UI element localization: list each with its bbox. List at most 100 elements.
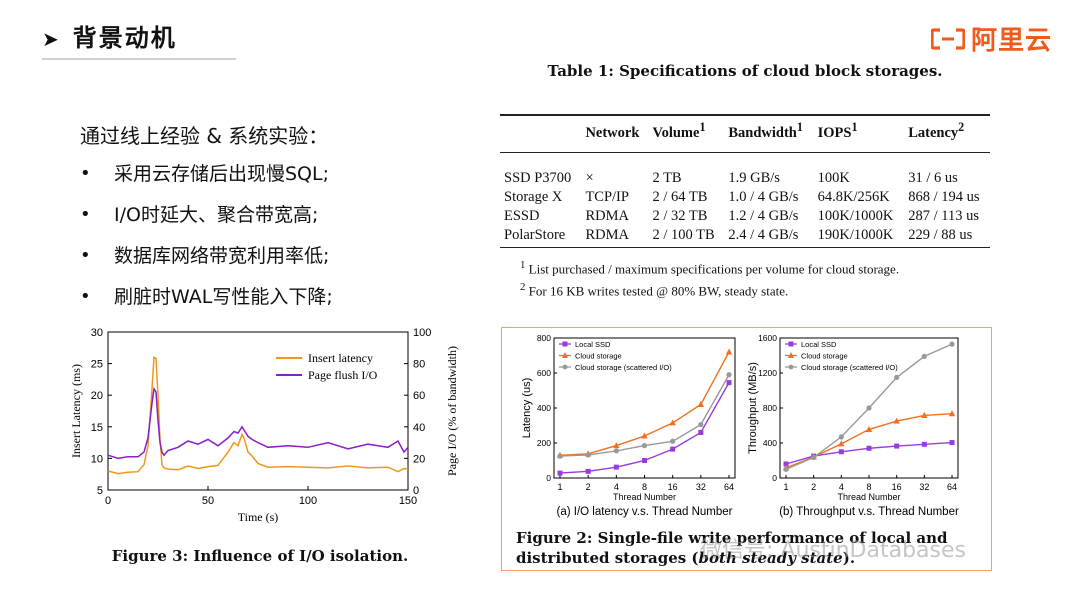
legend-label: Cloud storage: [575, 352, 622, 361]
figure3-caption: Figure 3: Influence of I/O isolation.: [111, 547, 409, 565]
y-tick-label: 5: [97, 485, 103, 497]
data-point: [698, 422, 704, 428]
y-axis-label: Insert Latency (ms): [69, 364, 83, 458]
x-axis-label: Thread Number: [613, 492, 676, 502]
table-row: Storage X TCP/IP 2 / 64 TB 1.0 / 4 GB/s …: [500, 188, 990, 207]
data-point: [585, 452, 591, 458]
y-tick-label: 1200: [758, 368, 777, 378]
intro-text: 通过线上经验 & 系统实验：: [80, 124, 329, 148]
plot-frame: [107, 331, 409, 491]
table-cell: PolarStore: [504, 226, 566, 243]
data-point: [669, 419, 676, 426]
data-point: [949, 341, 955, 347]
table-cell: 1.9 GB/s: [728, 169, 780, 186]
watermark-text: 微信号: AustinDatabases: [700, 538, 966, 563]
footnote: 1 List purchased / maximum specification…: [520, 259, 900, 277]
table-row: SSD P3700 × 2 TB 1.9 GB/s 100K 31 / 6 us: [500, 156, 990, 188]
table-cell: Storage X: [504, 188, 563, 205]
figure2-box: [501, 327, 992, 571]
logo-text: 阿里云: [970, 26, 1052, 56]
data-point: [698, 430, 704, 435]
data-point: [670, 438, 676, 444]
legend-marker: [788, 364, 794, 370]
y-tick-label: 1600: [758, 333, 777, 343]
data-point: [641, 432, 648, 439]
table-cell: 64.8K/256K: [817, 188, 890, 205]
y-tick-label: 200: [537, 438, 551, 448]
bullet-item: 刷脏时WAL写性能入下降;: [80, 283, 333, 324]
footnote: 2 For 16 KB writes tested @ 80% BW, stea…: [520, 281, 789, 299]
x-tick-label: 2: [811, 482, 816, 492]
data-point: [726, 380, 732, 386]
data-point: [613, 448, 619, 454]
legend-marker: [788, 352, 794, 358]
figure2b-chart: 1 2 4 8 16 32 64 0 400 800 1200 1600 Thread Number Th…: [747, 333, 959, 518]
figure2-caption: Figure 2: Single-file write performance …: [516, 529, 948, 567]
x-tick-label: 16: [668, 482, 678, 492]
table-row: ESSD RDMA 2 / 32 TB 1.2 / 4 GB/s 100K/10…: [500, 207, 990, 226]
data-point: [949, 440, 955, 446]
table-bottom-rule: [500, 247, 990, 248]
bullet-item: 采用云存储后出现慢SQL;: [80, 160, 333, 201]
y-tick-label: 800: [537, 333, 551, 343]
data-point: [557, 470, 563, 476]
y-tick-label: 400: [763, 438, 777, 448]
y-tick-label: 20: [91, 390, 103, 402]
x-tick-label: 2: [586, 482, 591, 492]
x-tick-label: 16: [892, 482, 902, 492]
series-line: [107, 386, 409, 460]
y-tick-label: 15: [91, 422, 103, 434]
title-divider: [42, 58, 236, 60]
y-right-tick-label: 60: [413, 390, 425, 402]
x-axis-label: Time (s): [238, 510, 279, 524]
y-tick-label: 10: [91, 453, 103, 465]
table-cell: SSD P3700: [504, 169, 572, 186]
data-point: [838, 449, 844, 455]
x-tick-label: 4: [614, 482, 619, 492]
data-point: [866, 405, 872, 411]
x-tick-label: 150: [399, 495, 417, 507]
legend-marker: [788, 341, 794, 347]
x-tick-label: 50: [202, 495, 214, 507]
legend-label: Local SSD: [575, 340, 611, 349]
x-tick-label: 4: [839, 482, 844, 492]
table-header-cell: Volume1: [652, 120, 706, 141]
legend-marker: [562, 364, 568, 370]
table-mid-rule: [500, 152, 990, 153]
y-right-tick-label: 20: [413, 453, 425, 465]
table-row: PolarStore RDMA 2 / 100 TB 2.4 / 4 GB/s …: [500, 226, 990, 256]
y-right-tick-label: 80: [413, 359, 425, 371]
x-tick-label: 0: [105, 495, 111, 507]
y-right-tick-label: 100: [413, 327, 431, 339]
data-point: [948, 410, 956, 417]
data-point: [894, 374, 900, 380]
data-point: [725, 348, 733, 355]
x-tick-label: 32: [919, 482, 929, 492]
arrow-bullet-icon: ➤: [42, 27, 61, 51]
table-header-cell: IOPS1: [817, 120, 858, 141]
x-tick-label: 64: [724, 482, 734, 492]
table-cell: 2 / 64 TB: [652, 188, 708, 205]
data-point: [811, 454, 817, 461]
data-point: [893, 417, 900, 424]
y-tick-label: 800: [763, 403, 777, 413]
y-axis-label: Throughput (MB/s): [747, 362, 759, 454]
table-cell: 2 / 100 TB: [652, 226, 715, 243]
bullet-item: 数据库网络带宽利用率低;: [80, 242, 333, 283]
chart-subtitle: (a) I/O latency v.s. Thread Number: [557, 506, 733, 518]
table-header-cell: Network: [585, 124, 640, 141]
bullet-list: 采用云存储后出现慢SQL; I/O时延大、聚合带宽高; 数据库网络带宽利用率低;…: [80, 160, 333, 324]
page-title-text: 背景动机: [72, 24, 177, 52]
aliyun-logo: 阿里云: [930, 20, 1052, 57]
table-caption: Table 1: Specifications of cloud block s…: [547, 62, 943, 80]
y-tick-label: 25: [91, 359, 103, 371]
legend-label: Local SSD: [801, 340, 837, 349]
legend-marker: [562, 341, 568, 347]
table-cell: RDMA: [585, 226, 629, 243]
legend-label: Insert latency: [308, 351, 373, 365]
data-point: [585, 468, 591, 474]
table-cell: RDMA: [585, 207, 629, 224]
table-cell: 1.0 / 4 GB/s: [728, 188, 799, 205]
page-title: ➤ 背景动机: [42, 18, 177, 53]
table-cell: 100K/1000K: [817, 207, 894, 224]
